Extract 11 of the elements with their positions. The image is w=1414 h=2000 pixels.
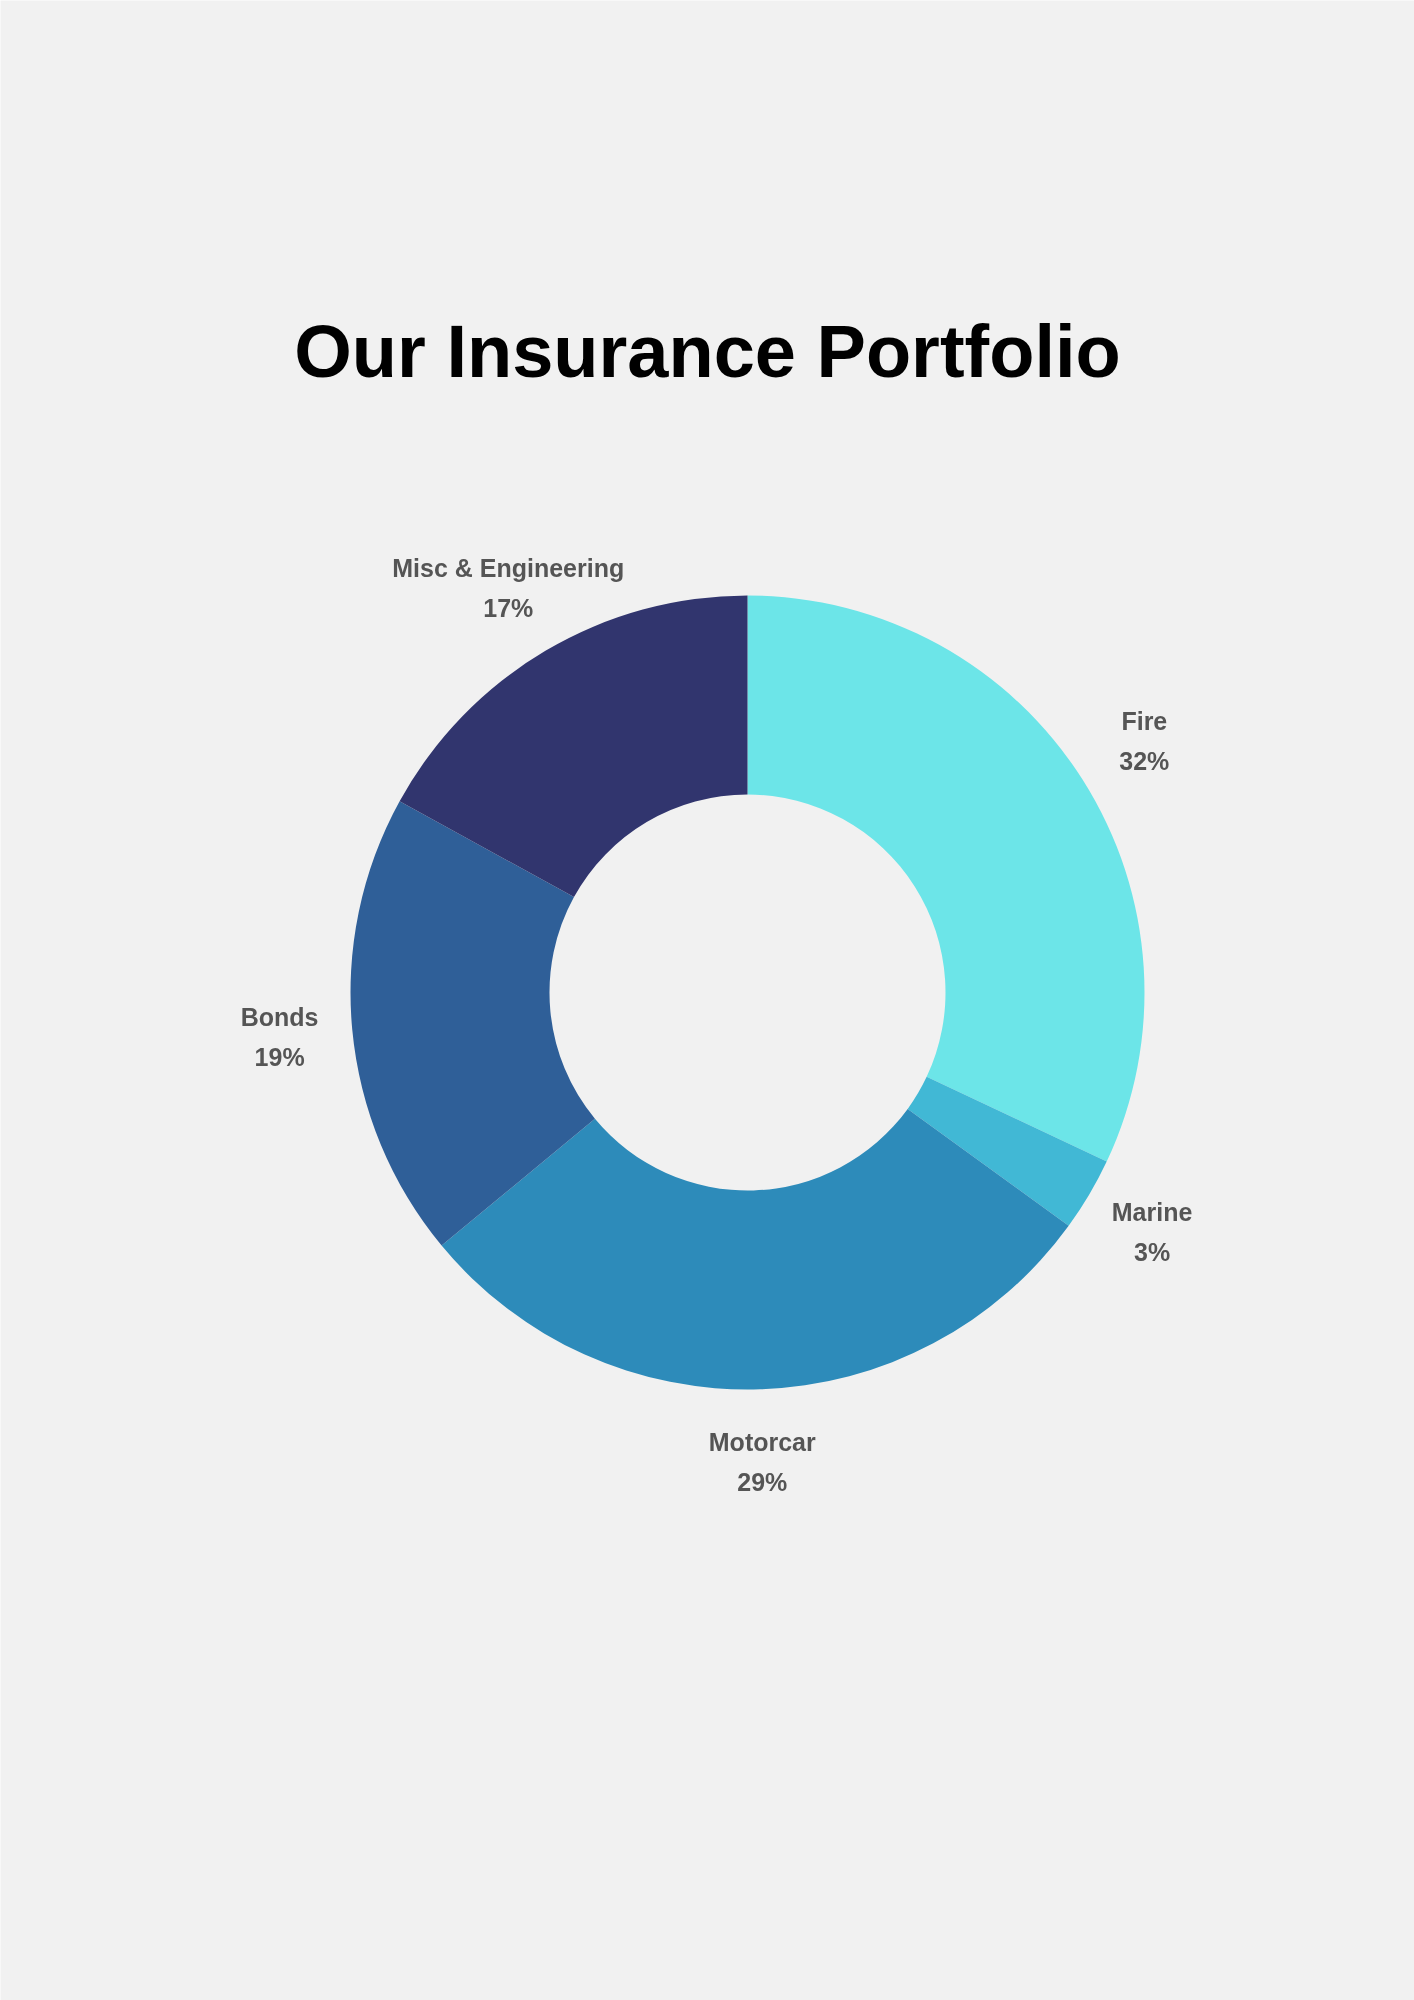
slice-label: Motorcar xyxy=(708,1428,817,1457)
data-label: 32% xyxy=(1119,746,1170,775)
slice-label: Marine xyxy=(1111,1197,1193,1226)
chart-title: Our Insurance Portfolio xyxy=(294,310,1121,393)
slice-label: Fire xyxy=(1121,706,1168,735)
data-label: 3% xyxy=(1133,1237,1171,1266)
data-label: 17% xyxy=(483,593,534,622)
data-label: 19% xyxy=(254,1042,305,1071)
slice-label: Misc & Engineering xyxy=(392,553,625,582)
data-label: 29% xyxy=(737,1468,788,1497)
slice-label: Bonds xyxy=(240,1002,319,1031)
